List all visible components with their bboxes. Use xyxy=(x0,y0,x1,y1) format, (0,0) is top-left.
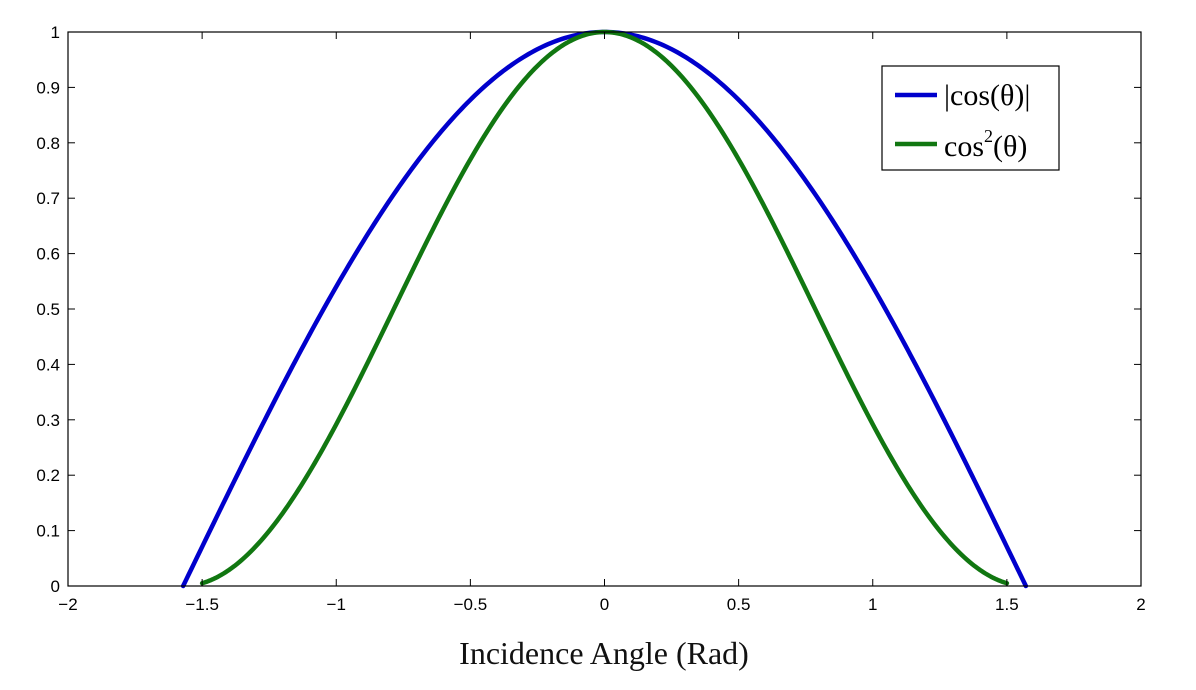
y-tick-label: 0.2 xyxy=(36,466,60,485)
x-tick-label: 1.5 xyxy=(995,595,1019,614)
legend-label-cos-squared: cos2(θ) xyxy=(944,126,1027,163)
y-tick-label: 0 xyxy=(51,577,60,596)
y-tick-label: 0.6 xyxy=(36,245,60,264)
legend-label-cos-squared-sup: 2 xyxy=(984,126,993,146)
legend: |cos(θ)| cos2(θ) xyxy=(881,65,1060,171)
legend-label-cos-squared-base: cos xyxy=(944,130,984,163)
x-tick-label: 0 xyxy=(600,595,609,614)
axis-tick-labels: −2 −1.5 −1 −0.5 0 0.5 1 1.5 2 0 0.1 0.2 0.3 0.4 0.5 0.6… xyxy=(36,23,1145,614)
y-tick-label: 0.5 xyxy=(36,300,60,319)
y-tick-label: 1 xyxy=(51,23,60,42)
x-tick-label: −1 xyxy=(327,595,346,614)
x-tick-label: −2 xyxy=(58,595,77,614)
x-tick-label: −0.5 xyxy=(454,595,488,614)
x-tick-label: 1 xyxy=(868,595,877,614)
legend-box xyxy=(881,65,1060,171)
y-tick-label: 0.7 xyxy=(36,189,60,208)
legend-label-cos-squared-tail: (θ) xyxy=(993,130,1027,163)
y-tick-label: 0.1 xyxy=(36,522,60,541)
x-axis-title: Incidence Angle (Rad) xyxy=(459,635,749,671)
x-tick-label: 0.5 xyxy=(727,595,751,614)
y-tick-label: 0.9 xyxy=(36,78,60,97)
y-tick-label: 0.8 xyxy=(36,134,60,153)
x-tick-label: 2 xyxy=(1136,595,1145,614)
y-tick-label: 0.4 xyxy=(36,355,60,374)
y-tick-label: 0.3 xyxy=(36,411,60,430)
legend-label-cos-abs: |cos(θ)| xyxy=(944,79,1030,112)
x-tick-label: −1.5 xyxy=(185,595,219,614)
plot-frame xyxy=(67,31,1142,587)
